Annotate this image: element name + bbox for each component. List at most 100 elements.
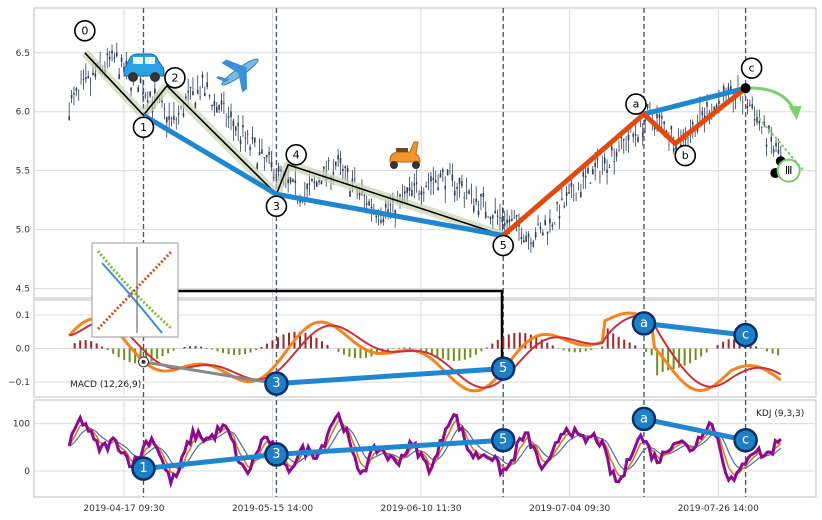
kdj-point-label: c bbox=[742, 433, 749, 448]
car-window bbox=[133, 57, 143, 64]
macd-histogram-bar bbox=[403, 347, 406, 349]
subwave-marker bbox=[776, 158, 801, 183]
macd-histogram-bar bbox=[222, 348, 225, 353]
wave-label-3 bbox=[265, 195, 288, 218]
macd-histogram-bar bbox=[79, 340, 82, 349]
macd-histogram-bar bbox=[315, 337, 318, 349]
macd-histogram-bar bbox=[386, 348, 389, 351]
wave-label-text: 5 bbox=[500, 239, 507, 252]
macd-histogram-bar bbox=[436, 348, 439, 357]
macd-histogram-bar bbox=[441, 348, 444, 359]
y-tick-price: 4.5 bbox=[16, 285, 30, 295]
macd-histogram-bar bbox=[205, 347, 208, 349]
macd-histogram-bar bbox=[579, 348, 582, 353]
blue-trendline bbox=[142, 113, 504, 238]
macd-histogram-bar bbox=[408, 347, 411, 349]
icons-layer bbox=[91, 53, 421, 338]
kdj-point-c bbox=[733, 427, 758, 453]
macd-histogram-bar bbox=[298, 331, 301, 349]
wave-label-c bbox=[740, 57, 763, 79]
wave-label-text: a bbox=[633, 98, 640, 111]
macd-histogram-bar bbox=[502, 336, 505, 349]
macd-histogram-bar bbox=[755, 346, 758, 349]
macd-histogram-bar bbox=[716, 344, 719, 349]
macd-histogram-bar bbox=[540, 339, 543, 349]
macd-histogram-bar bbox=[507, 334, 510, 349]
kdj-panel-label: KDJ (9,3,3) bbox=[756, 409, 804, 419]
macd-histogram-bar bbox=[73, 343, 76, 349]
axis-labels: 2019-04-17 09:30 2019-05-15 14:00 2019-06-… bbox=[8, 49, 759, 514]
kdj-j-line bbox=[67, 410, 782, 489]
scooter-wheel bbox=[412, 161, 420, 169]
scooter-wheel bbox=[390, 161, 398, 169]
macd-histogram-bar bbox=[518, 332, 521, 349]
macd-point-label: c bbox=[742, 328, 749, 343]
macd-panel-label: MACD (12,26,9) bbox=[70, 380, 141, 390]
kdj-panel: 1 3 5 a c bbox=[67, 406, 782, 489]
macd-histogram-bar bbox=[705, 348, 708, 353]
plane-tail bbox=[215, 76, 230, 83]
macd-histogram-bar bbox=[623, 339, 626, 349]
blue-trendline-abc bbox=[643, 85, 747, 117]
macd-histogram-bar bbox=[183, 346, 186, 349]
macd-histogram-bar bbox=[771, 348, 774, 354]
macd-histogram-bar bbox=[211, 348, 214, 350]
macd-histogram-bar bbox=[749, 344, 752, 349]
macd-histogram-bar bbox=[425, 348, 428, 353]
macd-histogram-bar bbox=[568, 348, 571, 352]
macd-histogram-bar bbox=[238, 348, 241, 355]
x-tick-label: 2019-06-10 11:30 bbox=[381, 504, 462, 514]
macd-point-a bbox=[631, 311, 657, 336]
macd-panel: 3 5 a c bbox=[68, 311, 782, 396]
macd-histogram-bar bbox=[145, 348, 148, 363]
macd-histogram-bar bbox=[513, 332, 516, 349]
macd-histogram-bar bbox=[337, 348, 340, 352]
macd-histogram-bar bbox=[101, 346, 104, 349]
macd-histogram-bar bbox=[255, 348, 258, 350]
wave-label-text: b bbox=[682, 149, 689, 162]
macd-histogram-bar bbox=[496, 339, 499, 349]
macd-dif-line bbox=[68, 311, 782, 393]
macd-histogram-bar bbox=[392, 348, 395, 350]
y-tick-price: 6.5 bbox=[16, 49, 30, 59]
y-tick-macd: −0.1 bbox=[8, 378, 30, 388]
macd-histogram-bar bbox=[491, 343, 494, 349]
macd-histogram-bar bbox=[106, 348, 109, 351]
macd-histogram-bar bbox=[277, 337, 280, 349]
macd-histogram-bar bbox=[139, 348, 142, 364]
macd-histogram-bar bbox=[634, 345, 637, 349]
wave-label-4 bbox=[285, 143, 307, 166]
macd-histogram-bar bbox=[216, 348, 219, 352]
macd-histogram-bar bbox=[128, 348, 131, 363]
x-tick-label: 2019-04-17 09:30 bbox=[83, 504, 164, 514]
kdj-point-5 bbox=[490, 427, 516, 453]
kdj-point-3 bbox=[264, 442, 289, 467]
macd-histogram-bar bbox=[348, 348, 351, 357]
macd-histogram-bar bbox=[546, 342, 549, 349]
macd-histogram-bar bbox=[359, 348, 362, 359]
wave-label-1 bbox=[132, 116, 155, 139]
macd-histogram-bar bbox=[722, 341, 725, 349]
kdj-point-label: 3 bbox=[272, 447, 280, 462]
y-tick-kdj: 0 bbox=[24, 467, 30, 477]
y-tick-price: 5.5 bbox=[16, 167, 30, 177]
y-tick-macd: 0.0 bbox=[16, 345, 31, 355]
macd-start-dot-core bbox=[141, 359, 146, 364]
panel-frame-3 bbox=[33, 399, 817, 498]
macd-histogram-bar bbox=[458, 348, 461, 361]
macd-histogram-bar bbox=[535, 336, 538, 349]
y-tick-macd: 0.1 bbox=[16, 311, 30, 321]
macd-dea-line bbox=[68, 314, 782, 389]
macd-histogram-bar bbox=[260, 347, 263, 349]
macd-histogram-bar bbox=[661, 348, 664, 373]
macd-histogram-bar bbox=[194, 346, 197, 349]
macd-histogram-bar bbox=[480, 348, 483, 352]
macd-histogram-bar bbox=[606, 328, 609, 349]
macd-histogram-bar bbox=[90, 341, 93, 349]
connector-line bbox=[178, 289, 504, 358]
macd-histogram-bar bbox=[562, 348, 565, 351]
macd-histogram-bar bbox=[529, 334, 532, 349]
macd-histogram-bar bbox=[326, 344, 329, 349]
y-tick-price: 6.0 bbox=[16, 108, 31, 118]
macd-histogram-bar bbox=[249, 348, 252, 353]
